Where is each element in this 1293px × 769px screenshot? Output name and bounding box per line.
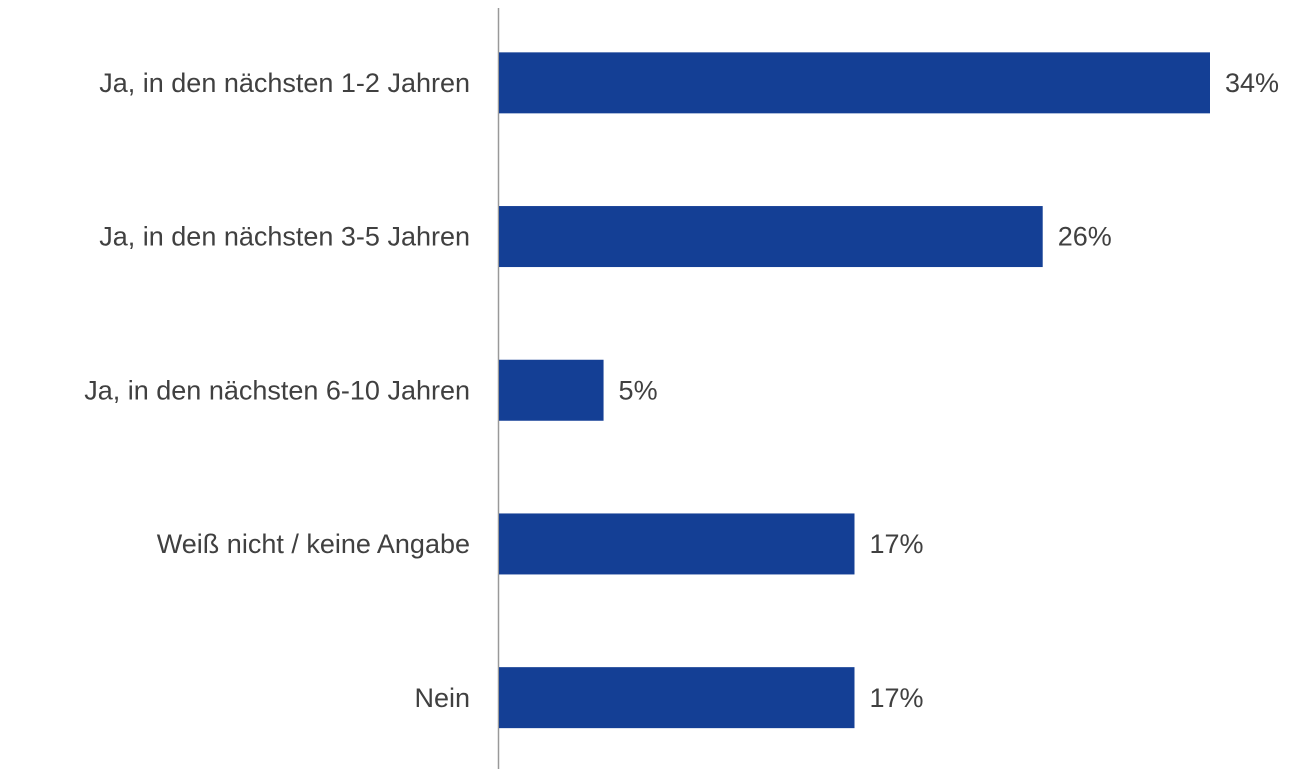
value-label: 17% xyxy=(870,683,924,713)
value-label: 26% xyxy=(1058,222,1112,252)
category-label: Ja, in den nächsten 1-2 Jahren xyxy=(99,68,470,98)
category-label: Nein xyxy=(414,683,470,713)
category-label: Ja, in den nächsten 6-10 Jahren xyxy=(84,375,470,405)
bar xyxy=(499,513,855,575)
bar xyxy=(499,52,1210,114)
value-label: 34% xyxy=(1225,68,1279,98)
value-label: 5% xyxy=(619,375,658,405)
bar xyxy=(499,359,604,421)
category-label: Weiß nicht / keine Angabe xyxy=(157,529,470,559)
category-label: Ja, in den nächsten 3-5 Jahren xyxy=(99,222,470,252)
bar xyxy=(499,206,1043,268)
bar xyxy=(499,667,855,729)
value-label: 17% xyxy=(870,529,924,559)
